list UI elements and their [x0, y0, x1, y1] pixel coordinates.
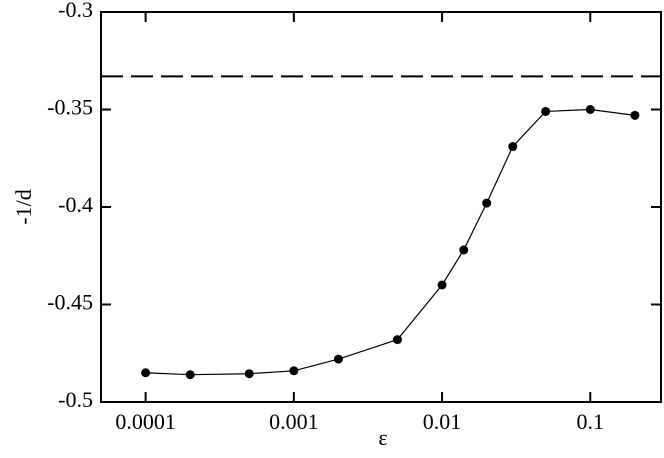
data-point	[508, 142, 518, 152]
x-axis-label: ε	[378, 425, 387, 450]
data-point	[244, 369, 254, 379]
data-point	[289, 366, 299, 376]
y-tick-label: -0.4	[58, 192, 93, 217]
y-tick-label: -0.3	[58, 0, 93, 22]
y-axis-label: -1/d	[11, 189, 36, 224]
x-tick-label: 0.1	[577, 409, 605, 434]
data-point	[333, 354, 343, 364]
x-tick-label: 0.01	[423, 409, 462, 434]
x-tick-label: 0.0001	[115, 409, 176, 434]
data-point	[185, 370, 195, 380]
y-tick-label: -0.35	[47, 95, 93, 120]
series-line	[145, 108, 635, 376]
data-point	[392, 335, 402, 345]
plot-frame	[100, 11, 662, 403]
x-tick-label: 0.001	[269, 409, 319, 434]
y-tick-label: -0.45	[47, 290, 93, 315]
data-point	[630, 110, 640, 120]
data-point	[141, 368, 151, 378]
y-tick-label: -0.5	[58, 387, 93, 412]
data-point	[437, 280, 447, 290]
data-point	[585, 105, 595, 114]
data-point	[482, 198, 492, 208]
data-point	[541, 106, 551, 116]
data-point	[459, 245, 469, 255]
